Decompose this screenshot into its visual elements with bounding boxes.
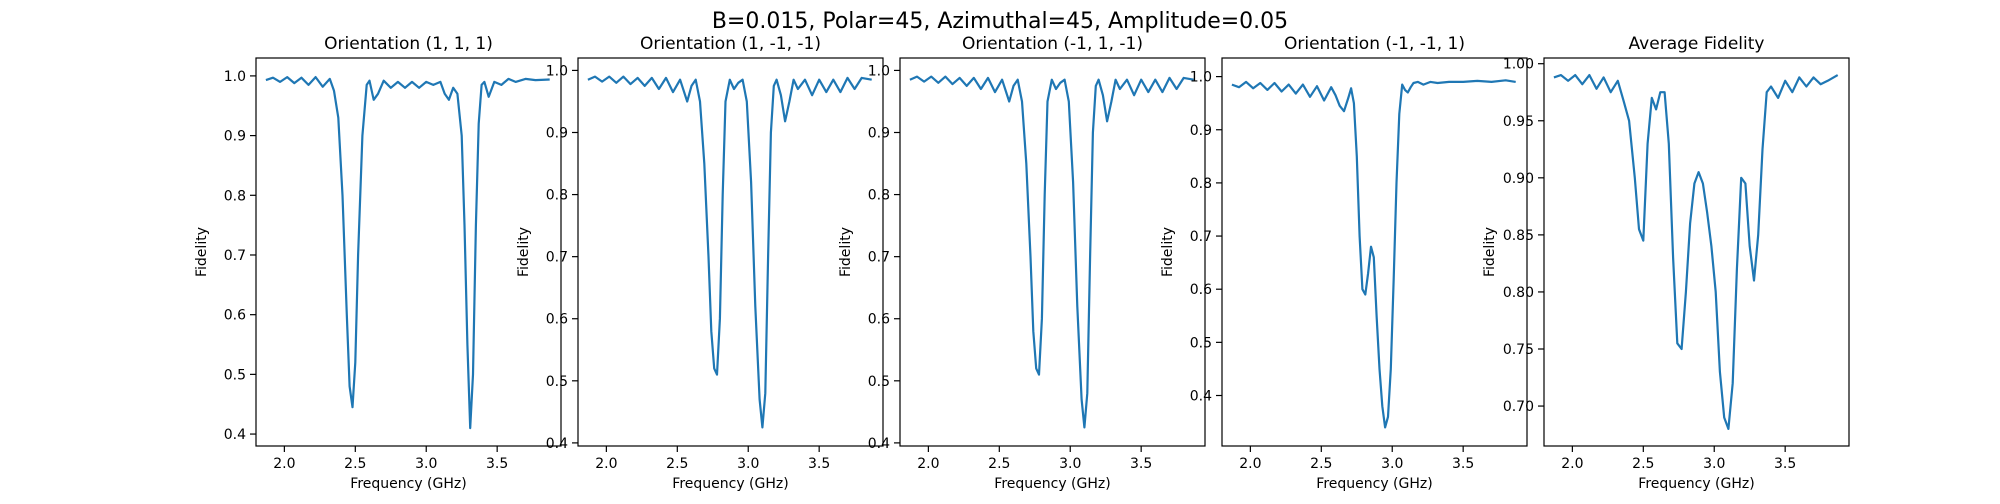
panel-title: Orientation (1, -1, -1) xyxy=(640,34,821,54)
x-tick-label: 2.5 xyxy=(988,456,1010,472)
x-axis-label: Frequency (GHz) xyxy=(1638,476,1754,492)
panel-title: Orientation (-1, 1, -1) xyxy=(962,34,1143,54)
y-tick-label: 0.70 xyxy=(1503,399,1534,415)
y-tick-label: 0.90 xyxy=(1503,171,1534,187)
y-tick-label: 0.9 xyxy=(1190,123,1212,139)
panel-1: Orientation (1, 1, 1) 2.0 2.5 3.0 3.5 0.4 0.5 0… xyxy=(194,34,562,492)
x-axis-label: Frequency (GHz) xyxy=(1316,476,1432,492)
x-tick-label: 2.0 xyxy=(1561,456,1583,472)
x-axis-label: Frequency (GHz) xyxy=(350,476,466,492)
x-tick-label: 2.5 xyxy=(1310,456,1332,472)
x-axis-label: Frequency (GHz) xyxy=(672,476,788,492)
y-tick-label: 0.95 xyxy=(1503,114,1534,130)
x-tick-label: 3.5 xyxy=(1130,456,1152,472)
panel-3: Orientation (-1, 1, -1) 2.0 2.5 3.0 3.5 0.4 0.… xyxy=(838,34,1206,492)
y-tick-label: 0.6 xyxy=(546,312,568,328)
panel-5: Average Fidelity 2.0 2.5 3.0 3.5 0.70 0.75 0.80… xyxy=(1482,34,1850,492)
x-tick-label: 3.0 xyxy=(1381,456,1403,472)
y-tick-label: 0.75 xyxy=(1503,342,1534,358)
y-tick-label: 0.4 xyxy=(224,427,246,443)
x-tick-label: 3.5 xyxy=(486,456,508,472)
y-axis-label: Fidelity xyxy=(1482,227,1498,277)
plot-frame xyxy=(1221,57,1528,447)
y-tick-label: 0.6 xyxy=(224,308,246,324)
panel-4: Orientation (-1, -1, 1) 2.0 2.5 3.0 3.5 0.4 0.… xyxy=(1160,34,1528,492)
y-tick-label: 0.7 xyxy=(868,250,890,266)
x-tick-label: 2.5 xyxy=(1632,456,1654,472)
x-tick-label: 2.0 xyxy=(917,456,939,472)
y-tick-label: 0.7 xyxy=(224,248,246,264)
y-tick-label: 0.6 xyxy=(868,312,890,328)
y-tick-label: 1.0 xyxy=(224,69,246,85)
x-tick-label: 3.5 xyxy=(1774,456,1796,472)
series-line xyxy=(587,75,872,429)
y-tick-label: 0.9 xyxy=(224,129,246,145)
y-tick-label: 1.0 xyxy=(546,63,568,79)
series-line xyxy=(265,76,550,430)
y-tick-label: 0.8 xyxy=(546,188,568,204)
panel-title: Average Fidelity xyxy=(1629,34,1765,54)
y-axis-label: Fidelity xyxy=(516,227,532,277)
y-tick-label: 1.0 xyxy=(1190,70,1212,86)
y-tick-label: 0.5 xyxy=(1190,335,1212,351)
y-tick-label: 0.5 xyxy=(224,367,246,383)
y-tick-label: 1.0 xyxy=(868,63,890,79)
y-tick-label: 0.8 xyxy=(224,188,246,204)
y-tick-label: 0.5 xyxy=(868,374,890,390)
x-tick-label: 3.5 xyxy=(1452,456,1474,472)
y-tick-label: 0.4 xyxy=(546,436,568,452)
x-tick-label: 2.0 xyxy=(595,456,617,472)
y-tick-label: 0.4 xyxy=(868,436,890,452)
plot-frame xyxy=(255,57,562,447)
plot-frame xyxy=(1543,57,1850,447)
panel-title: Orientation (1, 1, 1) xyxy=(324,34,493,54)
x-tick-label: 2.0 xyxy=(1239,456,1261,472)
plot-frame xyxy=(577,57,884,447)
x-tick-label: 3.0 xyxy=(1703,456,1725,472)
x-axis-label: Frequency (GHz) xyxy=(994,476,1110,492)
series-line xyxy=(1553,74,1839,430)
plot-frame xyxy=(899,57,1206,447)
y-tick-label: 0.7 xyxy=(1190,229,1212,245)
y-tick-label: 0.9 xyxy=(546,125,568,141)
y-tick-label: 0.8 xyxy=(1190,176,1212,192)
panel-title: Orientation (-1, -1, 1) xyxy=(1284,34,1465,54)
y-axis-label: Fidelity xyxy=(1160,227,1176,277)
y-tick-label: 1.00 xyxy=(1503,57,1534,73)
y-tick-label: 0.5 xyxy=(546,374,568,390)
x-tick-label: 3.0 xyxy=(415,456,437,472)
x-tick-label: 2.5 xyxy=(344,456,366,472)
panel-2: Orientation (1, -1, -1) 2.0 2.5 3.0 3.5 0.4 0.… xyxy=(516,34,884,492)
x-tick-label: 3.5 xyxy=(808,456,830,472)
y-tick-label: 0.8 xyxy=(868,188,890,204)
y-axis-label: Fidelity xyxy=(194,227,210,277)
x-tick-label: 2.5 xyxy=(666,456,688,472)
y-tick-label: 0.80 xyxy=(1503,285,1534,301)
y-tick-label: 0.7 xyxy=(546,250,568,266)
series-line xyxy=(1231,79,1516,429)
x-tick-label: 3.0 xyxy=(737,456,759,472)
y-axis-label: Fidelity xyxy=(838,227,854,277)
y-tick-label: 0.6 xyxy=(1190,282,1212,298)
y-tick-label: 0.9 xyxy=(868,125,890,141)
figure-suptitle: B=0.015, Polar=45, Azimuthal=45, Amplitu… xyxy=(712,9,1288,34)
y-tick-label: 0.4 xyxy=(1190,389,1212,405)
x-tick-label: 2.0 xyxy=(273,456,295,472)
x-tick-label: 3.0 xyxy=(1059,456,1081,472)
series-line xyxy=(909,75,1194,429)
y-tick-label: 0.85 xyxy=(1503,228,1534,244)
